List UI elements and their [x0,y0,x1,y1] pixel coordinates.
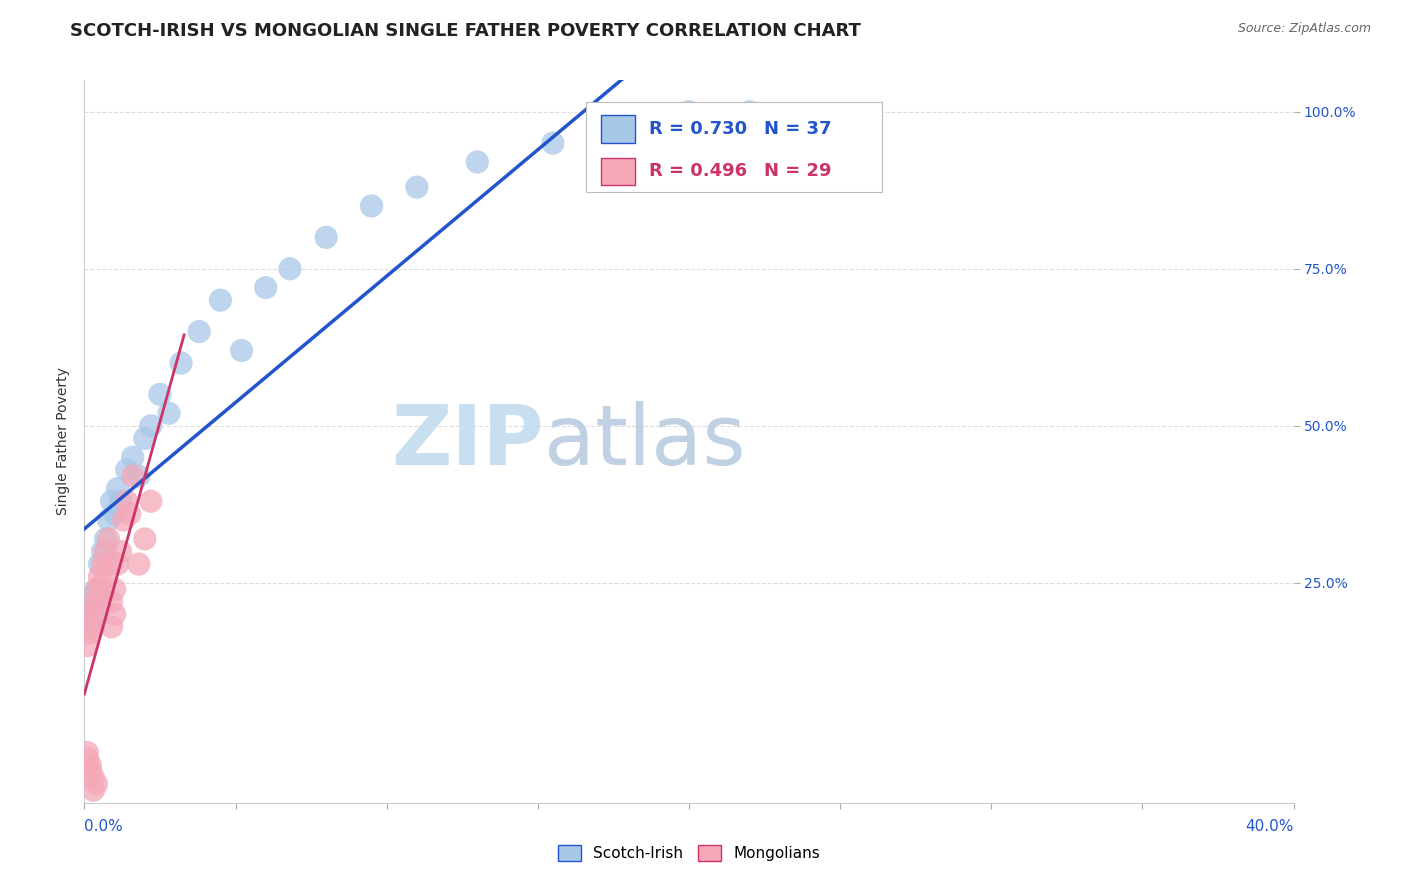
Point [91,582,114,597]
Point [100,620,122,634]
Point [134,431,156,445]
Point [86,582,108,597]
Point [82,595,104,609]
Point [121,450,143,465]
Text: 40.0%: 40.0% [1246,819,1294,833]
Point [149,387,172,401]
Point [76,746,98,760]
Point [76,639,98,653]
Point [82,783,104,797]
Point [121,469,143,483]
Point [139,494,162,508]
Point [115,463,138,477]
Point [128,469,150,483]
Point [79,764,101,779]
Point [107,482,129,496]
Point [79,595,101,609]
Text: R = 0.496: R = 0.496 [650,162,747,180]
Text: SCOTCH-IRISH VS MONGOLIAN SINGLE FATHER POVERTY CORRELATION CHART: SCOTCH-IRISH VS MONGOLIAN SINGLE FATHER … [70,22,860,40]
Point [97,513,120,527]
Point [209,293,232,308]
Legend: Scotch-Irish, Mongolians: Scotch-Irish, Mongolians [551,839,827,867]
Text: Source: ZipAtlas.com: Source: ZipAtlas.com [1237,22,1371,36]
Point [315,230,337,244]
Point [97,532,120,546]
Point [82,620,104,634]
Point [110,544,132,558]
Point [100,494,122,508]
Text: atlas: atlas [544,401,745,482]
FancyBboxPatch shape [586,102,883,193]
Point [79,758,101,772]
Point [678,104,700,119]
FancyBboxPatch shape [600,158,634,185]
Point [86,777,108,791]
Y-axis label: Single Father Poverty: Single Father Poverty [56,368,70,516]
Point [89,595,111,609]
Point [89,569,111,583]
Point [100,595,122,609]
Point [104,607,127,622]
Point [94,532,117,546]
Point [82,601,104,615]
Point [89,557,111,571]
Point [157,406,180,420]
Point [79,607,101,622]
Text: N = 29: N = 29 [763,162,831,180]
Text: R = 0.730: R = 0.730 [650,120,747,138]
Point [541,136,564,150]
Point [89,595,111,609]
Point [602,117,624,131]
Point [110,494,132,508]
Point [94,544,117,558]
Point [107,557,129,571]
Point [86,607,108,622]
Point [94,569,117,583]
Point [76,752,98,766]
Point [134,532,156,546]
Point [97,557,120,571]
Point [82,771,104,785]
Point [360,199,382,213]
Point [406,180,429,194]
FancyBboxPatch shape [600,115,634,143]
Point [188,325,211,339]
Point [231,343,253,358]
Point [170,356,193,370]
Point [112,513,135,527]
Point [79,614,101,628]
Point [76,620,98,634]
Point [91,557,114,571]
Point [128,557,150,571]
Point [738,104,761,119]
Point [79,626,101,640]
Text: ZIP: ZIP [391,401,544,482]
Text: N = 37: N = 37 [763,120,831,138]
Point [76,607,98,622]
Point [86,582,108,597]
Point [278,261,301,276]
Point [104,507,127,521]
Point [118,507,141,521]
Point [91,544,114,558]
Point [254,280,277,294]
Point [115,494,138,508]
Point [104,582,127,597]
Point [86,607,108,622]
Text: 0.0%: 0.0% [84,819,124,833]
Point [82,589,104,603]
Point [467,155,489,169]
Point [139,418,162,433]
